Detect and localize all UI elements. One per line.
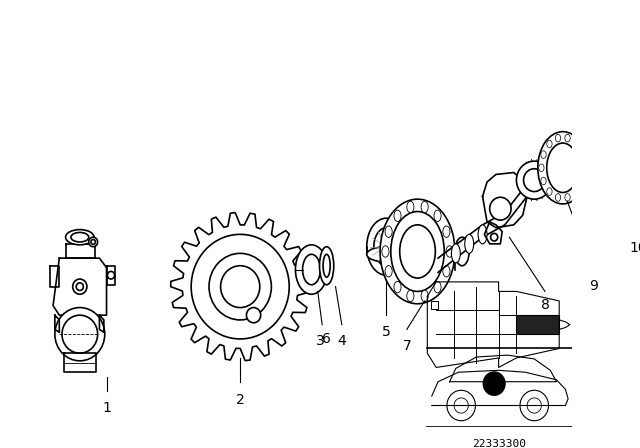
Ellipse shape xyxy=(576,129,612,182)
Ellipse shape xyxy=(394,281,401,293)
Ellipse shape xyxy=(434,210,441,221)
Text: 5: 5 xyxy=(382,325,390,339)
Ellipse shape xyxy=(565,194,570,201)
Circle shape xyxy=(524,169,545,192)
Ellipse shape xyxy=(465,234,474,254)
Ellipse shape xyxy=(582,164,587,172)
Ellipse shape xyxy=(421,290,428,302)
Bar xyxy=(516,315,559,334)
Ellipse shape xyxy=(539,164,544,172)
Ellipse shape xyxy=(296,245,328,294)
Ellipse shape xyxy=(421,201,428,213)
Circle shape xyxy=(55,308,105,361)
Ellipse shape xyxy=(382,246,389,257)
Circle shape xyxy=(91,240,95,244)
Ellipse shape xyxy=(71,233,89,242)
Ellipse shape xyxy=(374,228,399,266)
Ellipse shape xyxy=(394,210,401,221)
Ellipse shape xyxy=(434,281,441,293)
Ellipse shape xyxy=(547,188,552,195)
Ellipse shape xyxy=(579,151,585,159)
Text: 6: 6 xyxy=(322,332,331,346)
Ellipse shape xyxy=(582,138,605,173)
Ellipse shape xyxy=(65,229,94,245)
Circle shape xyxy=(516,161,552,199)
Bar xyxy=(431,301,438,309)
Ellipse shape xyxy=(455,237,469,266)
Ellipse shape xyxy=(385,266,392,277)
Text: 7: 7 xyxy=(403,339,412,353)
Ellipse shape xyxy=(556,194,561,201)
Ellipse shape xyxy=(323,254,330,277)
Circle shape xyxy=(490,197,511,220)
Circle shape xyxy=(483,371,506,396)
Ellipse shape xyxy=(367,218,406,275)
Ellipse shape xyxy=(443,266,450,277)
Ellipse shape xyxy=(407,290,414,302)
Ellipse shape xyxy=(541,151,546,159)
Text: 4: 4 xyxy=(337,334,346,348)
Ellipse shape xyxy=(547,143,579,193)
Ellipse shape xyxy=(385,226,392,237)
Ellipse shape xyxy=(556,134,561,142)
Circle shape xyxy=(221,266,260,308)
Ellipse shape xyxy=(538,132,588,204)
Ellipse shape xyxy=(478,225,487,244)
Ellipse shape xyxy=(541,177,546,185)
Ellipse shape xyxy=(400,225,435,278)
Ellipse shape xyxy=(391,211,444,291)
Circle shape xyxy=(108,271,115,279)
Ellipse shape xyxy=(303,254,321,285)
Text: 1: 1 xyxy=(102,401,111,415)
Circle shape xyxy=(89,237,98,247)
Circle shape xyxy=(191,234,289,339)
Ellipse shape xyxy=(547,140,552,148)
Ellipse shape xyxy=(565,134,570,142)
Ellipse shape xyxy=(451,244,460,263)
Circle shape xyxy=(585,143,594,153)
Ellipse shape xyxy=(443,226,450,237)
Circle shape xyxy=(246,308,260,323)
Ellipse shape xyxy=(380,199,455,304)
Ellipse shape xyxy=(367,247,406,262)
Ellipse shape xyxy=(579,177,585,185)
Text: 3: 3 xyxy=(316,334,324,348)
Circle shape xyxy=(73,279,87,294)
Text: 22333300: 22333300 xyxy=(472,439,527,448)
Text: 10: 10 xyxy=(630,241,640,255)
Ellipse shape xyxy=(319,247,333,285)
Ellipse shape xyxy=(407,201,414,213)
Circle shape xyxy=(76,283,83,290)
Text: 9: 9 xyxy=(589,279,598,293)
Circle shape xyxy=(62,315,98,353)
Ellipse shape xyxy=(573,140,579,148)
Circle shape xyxy=(209,254,271,320)
Text: 2: 2 xyxy=(236,393,244,407)
Text: 8: 8 xyxy=(541,298,549,312)
Circle shape xyxy=(491,233,498,241)
Ellipse shape xyxy=(446,246,453,257)
Ellipse shape xyxy=(573,188,579,195)
